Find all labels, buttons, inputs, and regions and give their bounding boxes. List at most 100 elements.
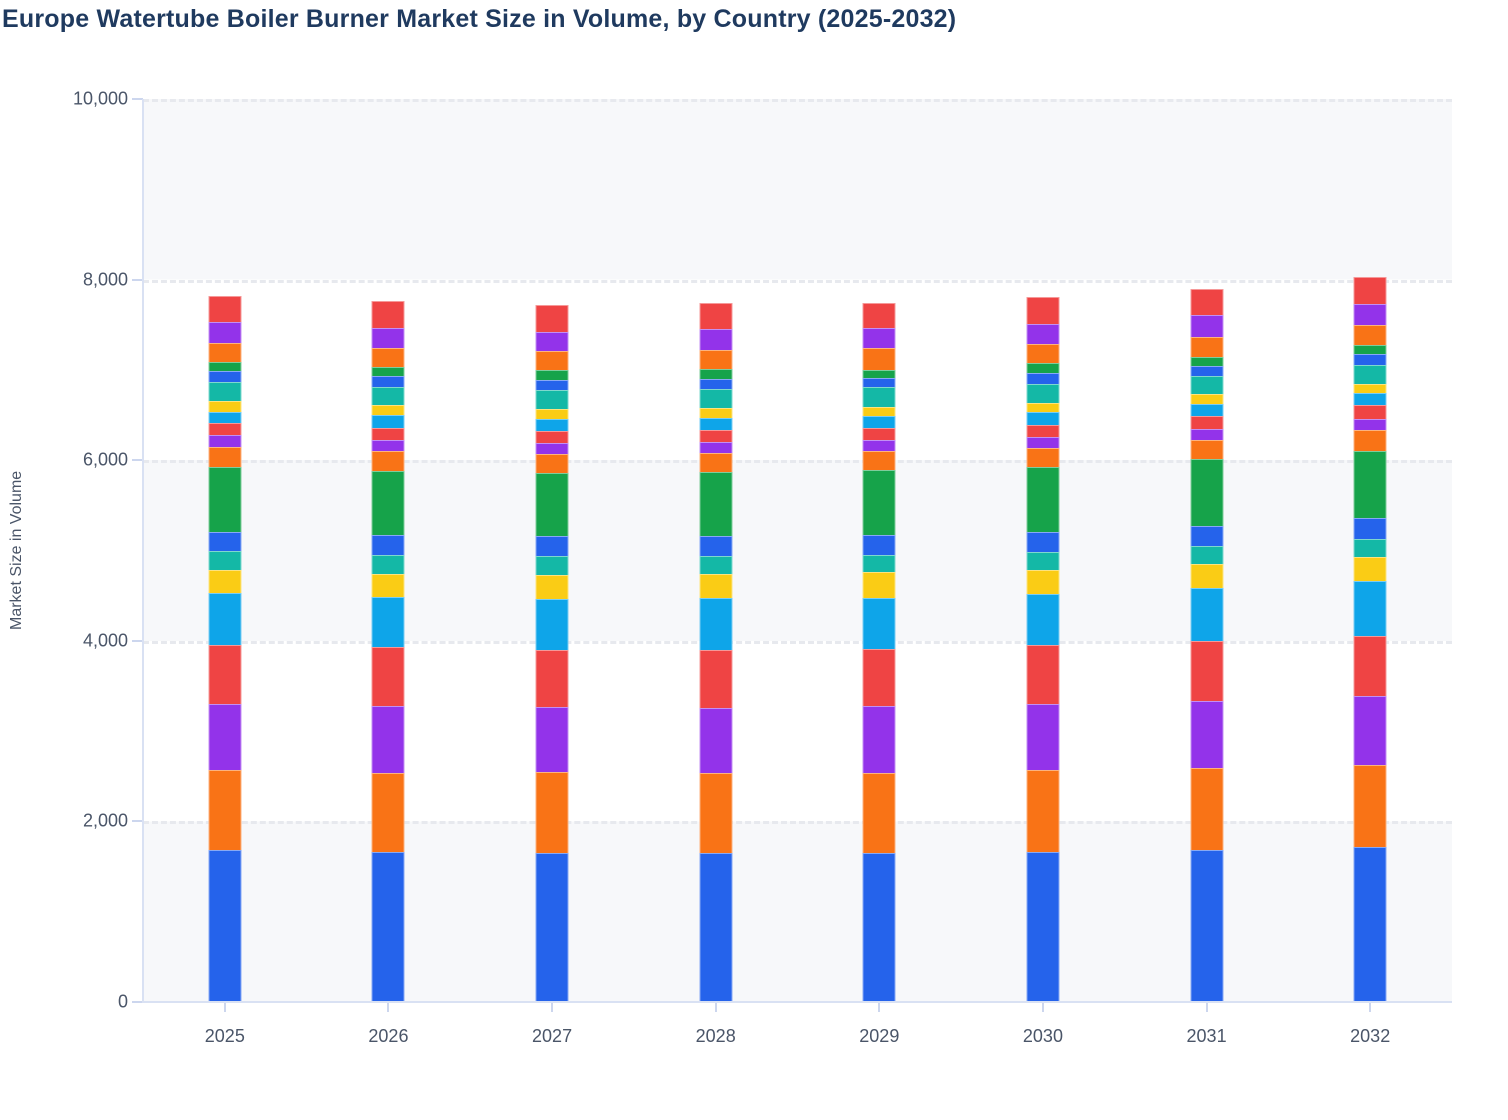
bar-segment-2027-segment-14[interactable] [535,408,569,419]
bar-segment-2031-segment-20[interactable] [1190,289,1224,316]
bar-segment-2032-segment-15[interactable] [1353,365,1387,384]
bar-segment-2025-segment-13[interactable] [208,411,242,424]
bar-segment-2032-segment-08[interactable] [1353,518,1387,539]
bar-segment-2025-segment-12[interactable] [208,423,242,436]
bar-segment-2030-segment-13[interactable] [1026,412,1060,425]
bar-segment-2028-segment-19[interactable] [699,329,733,350]
bar-segment-2028-segment-09[interactable] [699,472,733,537]
bar-segment-2032-segment-16[interactable] [1353,354,1387,366]
bar-segment-2027-segment-20[interactable] [535,305,569,332]
bar-segment-2032-segment-14[interactable] [1353,383,1387,394]
bar-segment-2029-segment-19[interactable] [862,328,896,349]
bar-segment-2028-segment-18[interactable] [699,349,733,369]
bar-segment-2029-segment-06[interactable] [862,571,896,598]
bar-segment-2028-segment-10[interactable] [699,452,733,472]
bar-segment-2025-segment-06[interactable] [208,570,242,594]
bar-segment-2025-segment-10[interactable] [208,447,242,468]
bar-segment-2030-segment-14[interactable] [1026,402,1060,413]
bar-segment-2025-segment-20[interactable] [208,295,242,322]
bar-segment-2030-segment-04[interactable] [1026,645,1060,704]
bar-segment-2025-segment-07[interactable] [208,551,242,571]
bar-segment-2027-segment-03[interactable] [535,706,569,773]
bar-segment-2027-segment-18[interactable] [535,351,569,371]
bar-segment-2028-segment-04[interactable] [699,649,733,708]
bar-segment-2030-segment-16[interactable] [1026,372,1060,384]
bar-segment-2027-segment-08[interactable] [535,535,569,556]
bar-segment-2031-segment-15[interactable] [1190,375,1224,395]
bar-segment-2032-segment-18[interactable] [1353,325,1387,346]
bar-segment-2028-segment-14[interactable] [699,408,733,418]
bar-segment-2031-segment-04[interactable] [1190,641,1224,701]
bar-segment-2030-segment-09[interactable] [1026,467,1060,533]
bar-segment-2030-segment-19[interactable] [1026,324,1060,345]
bar-segment-2026-segment-15[interactable] [371,386,405,406]
bar-segment-2026-segment-14[interactable] [371,405,405,416]
bar-segment-2031-segment-16[interactable] [1190,365,1224,376]
bar-segment-2031-segment-19[interactable] [1190,315,1224,337]
bar-segment-2028-segment-02[interactable] [699,772,733,854]
bar-segment-2029-segment-13[interactable] [862,416,896,429]
bar-segment-2025-segment-16[interactable] [208,370,242,382]
bar-segment-2026-segment-18[interactable] [371,348,405,368]
bar-segment-2031-segment-09[interactable] [1190,458,1224,527]
bar-segment-2027-segment-06[interactable] [535,574,569,599]
bar-segment-2030-segment-15[interactable] [1026,383,1060,403]
bar-segment-2027-segment-13[interactable] [535,418,569,431]
bar-segment-2032-segment-05[interactable] [1353,580,1387,636]
bar-segment-2028-segment-20[interactable] [699,303,733,330]
bar-segment-2029-segment-05[interactable] [862,597,896,649]
bar-segment-2031-segment-13[interactable] [1190,403,1224,416]
bar-segment-2026-segment-16[interactable] [371,375,405,387]
bar-segment-2031-segment-12[interactable] [1190,415,1224,429]
bar-segment-2026-segment-09[interactable] [371,470,405,535]
bar-segment-2030-segment-10[interactable] [1026,448,1060,468]
bar-segment-2031-segment-11[interactable] [1190,428,1224,440]
bar-segment-2029-segment-02[interactable] [862,772,896,853]
bar-segment-2029-segment-16[interactable] [862,378,896,388]
bar-segment-2032-segment-06[interactable] [1353,557,1387,581]
bar-segment-2032-segment-10[interactable] [1353,430,1387,452]
bar-segment-2032-segment-20[interactable] [1353,277,1387,305]
bar-segment-2028-segment-03[interactable] [699,707,733,773]
bar-segment-2029-segment-03[interactable] [862,705,896,773]
bar-segment-2031-segment-08[interactable] [1190,526,1224,547]
bar-segment-2029-segment-12[interactable] [862,428,896,440]
bar-segment-2027-segment-17[interactable] [535,370,569,380]
bar-segment-2026-segment-03[interactable] [371,705,405,773]
bar-segment-2030-segment-18[interactable] [1026,344,1060,364]
bar-segment-2025-segment-02[interactable] [208,769,242,851]
bar-segment-2031-segment-01[interactable] [1190,849,1224,1002]
bar-segment-2026-segment-19[interactable] [371,327,405,349]
bar-segment-2032-segment-02[interactable] [1353,764,1387,848]
bar-segment-2025-segment-01[interactable] [208,850,242,1002]
bar-segment-2027-segment-15[interactable] [535,389,569,409]
bar-segment-2026-segment-06[interactable] [371,574,405,598]
bar-segment-2025-segment-11[interactable] [208,435,242,448]
bar-segment-2025-segment-08[interactable] [208,532,242,551]
bar-segment-2029-segment-17[interactable] [862,369,896,379]
bar-segment-2026-segment-05[interactable] [371,597,405,647]
bar-segment-2028-segment-06[interactable] [699,574,733,598]
bar-segment-2027-segment-01[interactable] [535,853,569,1002]
bar-segment-2025-segment-03[interactable] [208,704,242,770]
bar-segment-2028-segment-11[interactable] [699,442,733,453]
bar-segment-2032-segment-11[interactable] [1353,418,1387,430]
bar-segment-2025-segment-15[interactable] [208,381,242,401]
bar-segment-2026-segment-12[interactable] [371,427,405,440]
bar-segment-2030-segment-12[interactable] [1026,424,1060,438]
bar-segment-2029-segment-11[interactable] [862,439,896,452]
bar-segment-2029-segment-01[interactable] [862,852,896,1002]
bar-segment-2026-segment-11[interactable] [371,439,405,451]
bar-segment-2026-segment-20[interactable] [371,300,405,328]
bar-segment-2031-segment-07[interactable] [1190,546,1224,564]
bar-segment-2028-segment-05[interactable] [699,597,733,650]
bar-segment-2030-segment-20[interactable] [1026,296,1060,325]
bar-segment-2032-segment-04[interactable] [1353,635,1387,696]
bar-segment-2027-segment-10[interactable] [535,453,569,474]
bar-segment-2028-segment-15[interactable] [699,389,733,409]
bar-segment-2031-segment-05[interactable] [1190,588,1224,642]
bar-segment-2030-segment-11[interactable] [1026,437,1060,449]
bar-segment-2029-segment-04[interactable] [862,648,896,706]
bar-segment-2031-segment-06[interactable] [1190,563,1224,589]
bar-segment-2029-segment-10[interactable] [862,451,896,470]
